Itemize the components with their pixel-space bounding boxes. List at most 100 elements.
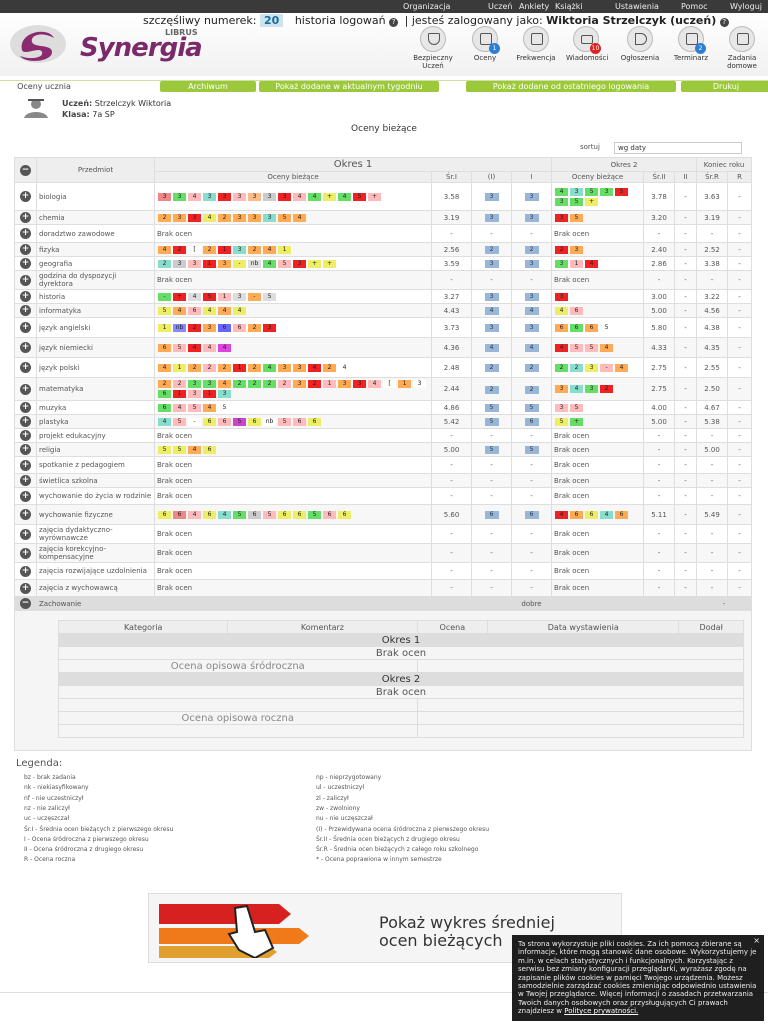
grade-box[interactable]: 3 [600, 187, 614, 196]
grade-box[interactable]: 4 [158, 417, 171, 426]
grade-box[interactable]: 1 [203, 390, 216, 398]
synergia-logo-icon[interactable] [8, 22, 68, 66]
grade-box[interactable]: 3 [555, 259, 569, 268]
grade-box[interactable]: 4 [308, 363, 321, 372]
grade-box[interactable]: 3 [203, 192, 216, 201]
grade-box[interactable]: 1 [323, 380, 336, 388]
grade-box[interactable]: 4 [555, 306, 569, 315]
final-grade[interactable]: 4 [524, 307, 539, 315]
grade-box[interactable]: 6 [248, 510, 261, 519]
grade-box[interactable]: 2 [203, 363, 216, 372]
predicted-grade[interactable]: 5 [484, 446, 499, 454]
grade-box[interactable]: 4 [570, 385, 584, 393]
grade-box[interactable]: 6 [585, 510, 599, 519]
expand-button[interactable]: + [14, 487, 37, 505]
expand-button[interactable]: + [14, 182, 37, 211]
grade-box[interactable]: 5 [353, 192, 366, 201]
grade-box[interactable]: [ [188, 245, 201, 254]
grade-box[interactable]: 2 [188, 323, 201, 332]
grade-box[interactable]: 3 [570, 245, 584, 254]
grade-box[interactable]: 6 [278, 510, 291, 519]
grade-box[interactable]: 2 [173, 380, 186, 388]
grade-box[interactable]: 3 [188, 213, 201, 222]
final-grade[interactable]: 5 [524, 446, 539, 454]
grade-box[interactable]: 5 [158, 306, 171, 315]
grade-box[interactable]: 4 [188, 510, 201, 519]
final-grade[interactable]: 2 [524, 385, 539, 394]
final-grade[interactable]: 5 [524, 404, 539, 412]
grade-box[interactable]: 6 [293, 417, 306, 426]
grade-box[interactable]: 1 [570, 259, 584, 268]
grade-box[interactable]: 2 [218, 363, 231, 372]
nav-icon-oceny[interactable]: 1 Oceny [465, 26, 505, 62]
grade-box[interactable]: 6 [570, 323, 584, 332]
grade-box[interactable]: 4 [555, 187, 569, 196]
grade-box[interactable]: 4 [338, 363, 351, 372]
expand-button[interactable]: + [14, 504, 37, 525]
nav-ankiety[interactable]: Ankiety [519, 2, 550, 11]
grade-box[interactable]: 3 [263, 213, 276, 222]
final-grade[interactable]: 3 [524, 193, 539, 201]
grade-box[interactable]: 6 [308, 417, 321, 426]
grade-box[interactable]: 5 [555, 417, 569, 426]
grade-box[interactable]: 4 [600, 343, 614, 352]
grade-box[interactable]: nb [248, 259, 261, 268]
grade-box[interactable]: 2 [248, 323, 261, 332]
grade-box[interactable]: 3 [278, 192, 291, 201]
grade-box[interactable]: 6 [173, 510, 186, 519]
grade-box[interactable]: 6 [203, 417, 216, 426]
grade-box[interactable]: 2 [188, 363, 201, 372]
grade-box[interactable]: 4 [368, 380, 381, 388]
help-icon[interactable]: ? [719, 18, 729, 27]
grade-box[interactable]: 3 [338, 380, 351, 388]
expand-button[interactable]: + [14, 543, 37, 563]
grade-box[interactable]: 4 [188, 292, 201, 301]
grade-box[interactable]: 4 [555, 510, 569, 519]
grade-box[interactable]: 5 [600, 323, 614, 332]
grade-box[interactable]: 2 [248, 363, 261, 372]
grade-box[interactable]: 3 [203, 323, 216, 332]
grade-box[interactable]: 5 [218, 403, 231, 412]
archive-button[interactable]: Archiwum [160, 81, 256, 92]
expand-button[interactable]: + [14, 357, 37, 378]
grade-box[interactable]: 3 [555, 213, 569, 222]
grade-box[interactable]: 1 [233, 363, 246, 372]
expand-button[interactable]: + [14, 270, 37, 290]
grade-box[interactable]: + [173, 292, 186, 301]
grade-box[interactable]: 3 [218, 192, 231, 201]
grade-box[interactable]: 4 [218, 510, 231, 519]
grade-box[interactable]: 6 [585, 323, 599, 332]
grade-box[interactable]: 6 [203, 510, 216, 519]
grade-box[interactable]: 6 [158, 510, 171, 519]
grade-box[interactable]: 3 [293, 259, 306, 268]
grade-box[interactable]: 1 [158, 323, 171, 332]
grade-box[interactable]: 4 [218, 306, 231, 315]
nav-icon-bezpieczny[interactable]: Bezpieczny Uczeń [413, 26, 453, 70]
close-icon[interactable]: × [753, 936, 760, 945]
grade-box[interactable]: + [323, 259, 336, 268]
grade-box[interactable]: 2 [600, 385, 614, 393]
grade-box[interactable]: 2 [278, 380, 291, 388]
expand-button[interactable]: + [14, 303, 37, 318]
grade-box[interactable]: 2 [203, 245, 216, 254]
grade-box[interactable]: 4 [308, 192, 321, 201]
expand-button[interactable]: + [14, 456, 37, 474]
grade-box[interactable]: 3 [233, 213, 246, 222]
grade-box[interactable]: 3 [188, 259, 201, 268]
grade-box[interactable]: 2 [308, 380, 321, 388]
predicted-grade[interactable]: 3 [484, 324, 499, 332]
grade-box[interactable]: 5 [188, 403, 201, 412]
grade-box[interactable]: 6 [555, 323, 569, 332]
grade-box[interactable]: 3 [173, 192, 186, 201]
grade-box[interactable]: 6 [338, 510, 351, 519]
grade-box[interactable]: 4 [173, 306, 186, 315]
grade-box[interactable]: 6 [218, 417, 231, 426]
expand-button[interactable]: + [14, 414, 37, 429]
grade-box[interactable]: 3 [278, 363, 291, 372]
grade-box[interactable]: 3 [218, 390, 231, 398]
grade-box[interactable]: 3 [218, 259, 231, 268]
predicted-grade[interactable]: 3 [484, 260, 499, 268]
nav-organizacja[interactable]: Organizacja [403, 2, 451, 11]
grade-box[interactable]: 3 [173, 213, 186, 222]
predicted-grade[interactable]: 2 [484, 246, 499, 254]
